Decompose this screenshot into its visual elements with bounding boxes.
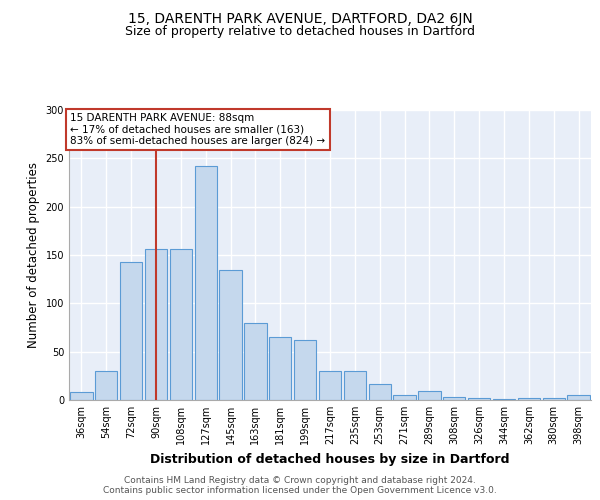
X-axis label: Distribution of detached houses by size in Dartford: Distribution of detached houses by size …	[150, 452, 510, 466]
Bar	[95, 371, 118, 400]
Bar	[145, 249, 167, 400]
Bar	[493, 399, 515, 400]
Bar	[120, 262, 142, 400]
Bar	[220, 270, 242, 400]
Text: 15 DARENTH PARK AVENUE: 88sqm
← 17% of detached houses are smaller (163)
83% of : 15 DARENTH PARK AVENUE: 88sqm ← 17% of d…	[70, 113, 325, 146]
Bar	[70, 392, 92, 400]
Bar	[194, 166, 217, 400]
Bar	[294, 340, 316, 400]
Bar	[542, 398, 565, 400]
Bar	[394, 395, 416, 400]
Bar	[518, 398, 540, 400]
Text: Size of property relative to detached houses in Dartford: Size of property relative to detached ho…	[125, 25, 475, 38]
Bar	[319, 371, 341, 400]
Bar	[443, 397, 466, 400]
Bar	[170, 249, 192, 400]
Text: 15, DARENTH PARK AVENUE, DARTFORD, DA2 6JN: 15, DARENTH PARK AVENUE, DARTFORD, DA2 6…	[128, 12, 472, 26]
Bar	[418, 392, 440, 400]
Bar	[468, 398, 490, 400]
Bar	[368, 384, 391, 400]
Bar	[568, 395, 590, 400]
Bar	[269, 337, 292, 400]
Y-axis label: Number of detached properties: Number of detached properties	[27, 162, 40, 348]
Text: Contains HM Land Registry data © Crown copyright and database right 2024.
Contai: Contains HM Land Registry data © Crown c…	[103, 476, 497, 495]
Bar	[344, 371, 366, 400]
Bar	[244, 322, 266, 400]
